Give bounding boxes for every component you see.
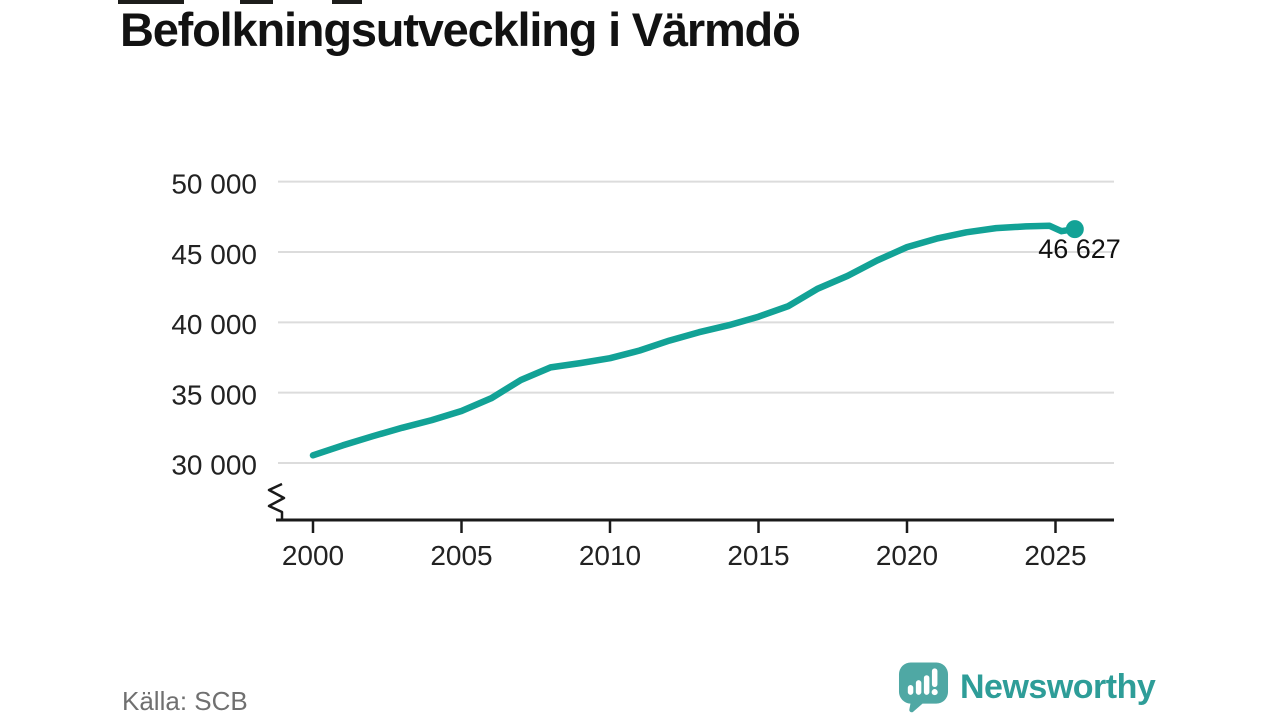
y-axis-tick-label: 35 000: [171, 379, 257, 410]
x-axis-tick-label: 2015: [727, 540, 789, 571]
y-axis-tick-label: 40 000: [171, 309, 257, 340]
cropped-text-artifact: [240, 0, 273, 4]
cropped-text-artifact: [332, 0, 362, 4]
latest-value-label: 46 627: [1038, 234, 1121, 264]
y-axis-tick-label: 45 000: [171, 239, 257, 270]
x-axis-tick-label: 2005: [430, 540, 492, 571]
newsworthy-logo-icon: [898, 662, 949, 713]
x-axis-tick-label: 2000: [282, 540, 344, 571]
population-series-line: [309, 222, 1079, 459]
y-axis-tick-label: 30 000: [171, 450, 257, 481]
cropped-text-artifact: [118, 0, 184, 4]
x-axis-tick-label: 2020: [876, 540, 938, 571]
x-axis-tick-label: 2010: [579, 540, 641, 571]
y-axis-break-icon: [267, 482, 286, 519]
chart-title: Befolkningsutveckling i Värmdö: [120, 3, 801, 56]
newsworthy-brand: Newsworthy: [898, 661, 1156, 713]
x-axis-tick-label: 2025: [1024, 540, 1086, 571]
source-note: Källa: SCB: [122, 686, 248, 716]
y-axis-tick-label: 50 000: [171, 168, 257, 199]
newsworthy-wordmark: Newsworthy: [960, 667, 1156, 706]
logo-bars-icon: [907, 668, 938, 696]
latest-value-dot: [1065, 220, 1084, 239]
